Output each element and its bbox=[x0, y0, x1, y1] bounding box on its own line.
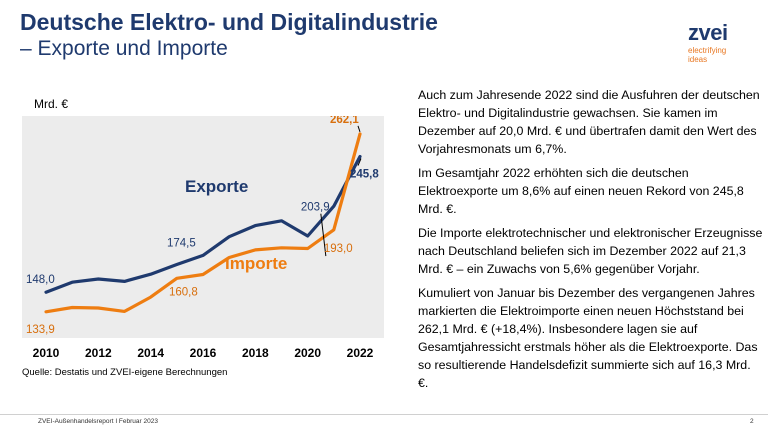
data-label-importe-2010: 133,9 bbox=[26, 324, 55, 336]
x-tick-2018: 2018 bbox=[242, 346, 269, 360]
x-tick-2010: 2010 bbox=[33, 346, 60, 360]
data-label-exporte-2022: 245,8 bbox=[350, 169, 379, 181]
leader-importe-2022 bbox=[357, 125, 361, 133]
paragraph-2: Im Gesamtjahr 2022 erhöhten sich die deu… bbox=[418, 166, 744, 216]
x-tick-2016: 2016 bbox=[190, 346, 217, 360]
body-text: Auch zum Jahresende 2022 sind die Ausfuh… bbox=[418, 86, 763, 398]
x-tick-2020: 2020 bbox=[294, 346, 321, 360]
logo-wordmark: zvei bbox=[688, 20, 728, 45]
data-label-exporte-2016: 174,5 bbox=[167, 237, 196, 249]
page-number: 2 bbox=[750, 418, 754, 425]
footer-text: ZVEI-Außenhandelsreport I Februar 2023 bbox=[38, 418, 158, 425]
trade-line-chart: Exporte Importe 148,0 174,5 203,9 245,8 133,9 1… bbox=[22, 116, 384, 360]
x-tick-2022: 2022 bbox=[347, 346, 374, 360]
source-note: Quelle: Destatis und ZVEI-eigene Berechn… bbox=[22, 367, 228, 378]
title-line-1: Deutsche Elektro- und Digitalindustrie bbox=[20, 9, 438, 35]
x-tick-2012: 2012 bbox=[85, 346, 112, 360]
logo-tagline-1: electrifying bbox=[688, 46, 727, 55]
data-label-importe-2021: 193,0 bbox=[324, 243, 353, 255]
x-tick-2014: 2014 bbox=[137, 346, 164, 360]
paragraph-3: Die Importe elektrotechnischer und elekt… bbox=[418, 226, 763, 276]
y-axis-unit: Mrd. € bbox=[34, 97, 69, 111]
title-line-2: – Exporte und Importe bbox=[20, 37, 228, 60]
series-line-exporte bbox=[44, 154, 362, 294]
series-label-exporte: Exporte bbox=[185, 177, 248, 196]
slide-title: Deutsche Elektro- und Digitalindustrie –… bbox=[20, 8, 438, 62]
data-label-importe-2022: 262,1 bbox=[330, 116, 359, 126]
zvei-logo: zvei electrifying ideas bbox=[688, 20, 758, 65]
logo-tagline-2: ideas bbox=[688, 55, 708, 64]
paragraph-4: Kumuliert von Januar bis Dezember des ve… bbox=[418, 286, 758, 390]
leader-exporte-2022 bbox=[357, 158, 362, 166]
series-label-importe: Importe bbox=[225, 254, 287, 273]
paragraph-1: Auch zum Jahresende 2022 sind die Ausfuh… bbox=[418, 88, 760, 156]
data-label-exporte-2010: 148,0 bbox=[26, 274, 55, 286]
footer-divider bbox=[0, 414, 768, 415]
leader-exporte-2021 bbox=[320, 213, 327, 257]
plot-background bbox=[22, 116, 384, 338]
series-line-importe bbox=[44, 132, 362, 314]
data-label-importe-2016: 160,8 bbox=[169, 286, 198, 298]
data-label-exporte-2021: 203,9 bbox=[301, 202, 330, 214]
